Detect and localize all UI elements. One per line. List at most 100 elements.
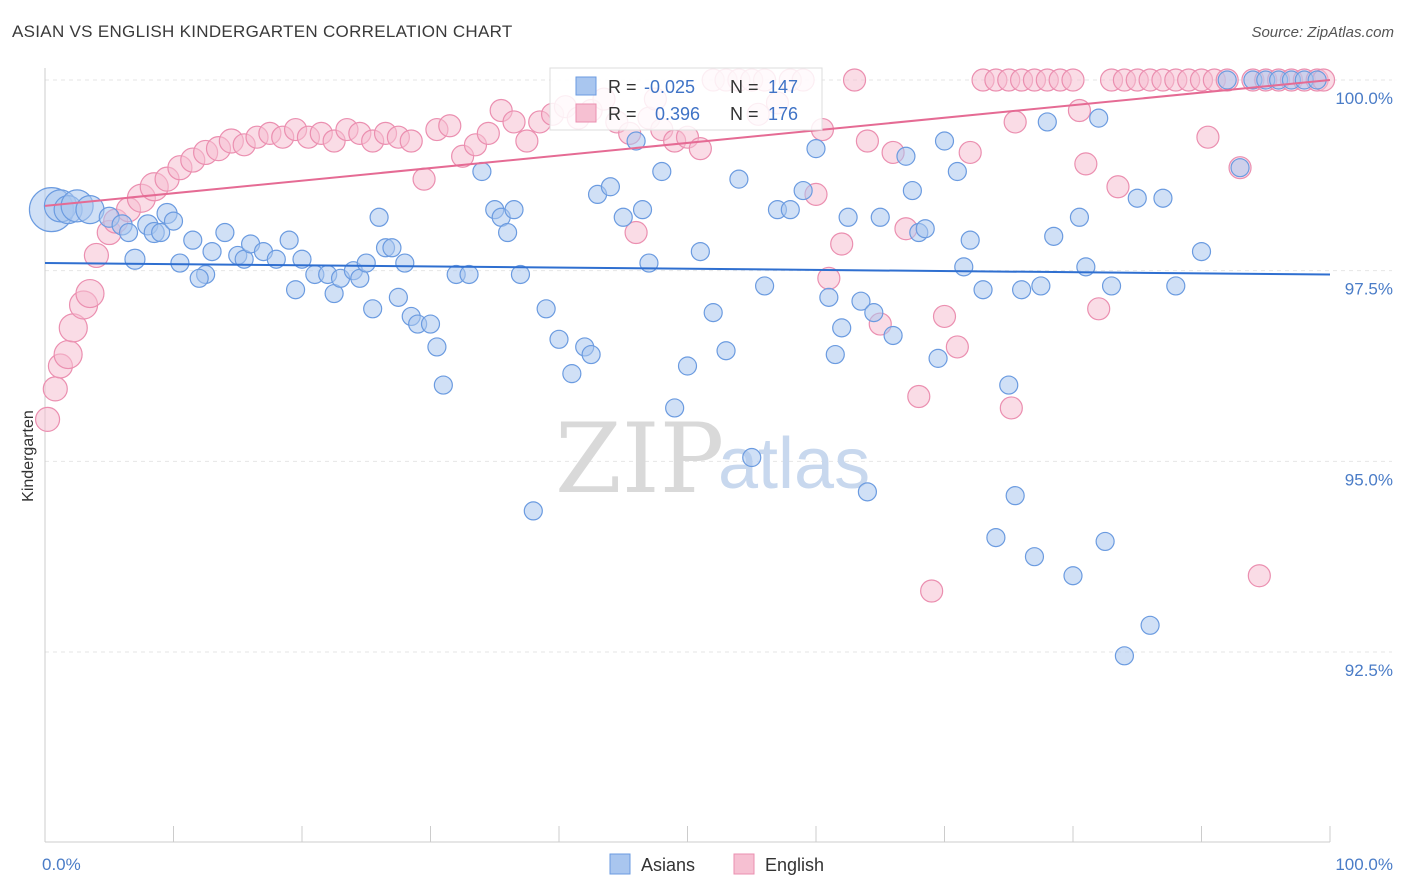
asians-point [1191, 242, 1212, 262]
asians-point [266, 249, 286, 269]
english-point [842, 68, 867, 92]
legend-english-label[interactable]: English [765, 855, 824, 875]
asians-point [838, 207, 858, 227]
asians-point [1217, 70, 1237, 90]
asians-point [523, 501, 543, 521]
asians-point [170, 253, 190, 273]
asians-point [581, 344, 601, 365]
asians-point [1024, 547, 1045, 567]
english-point [476, 121, 500, 145]
asians-point [1005, 486, 1025, 506]
asians-point [562, 364, 582, 384]
english-point [999, 396, 1023, 420]
asians-point [703, 303, 723, 323]
asians-point [883, 325, 903, 346]
asians-point [1127, 188, 1147, 208]
asians-point [902, 180, 922, 201]
asians-point [510, 264, 531, 285]
asians-point [504, 200, 524, 220]
asians-point [1031, 276, 1051, 296]
asians-point [202, 242, 222, 262]
english-point [438, 114, 462, 138]
stats-asians-swatch [575, 76, 597, 96]
asians-point [395, 253, 415, 273]
english-point [1003, 110, 1027, 134]
series-english-points [34, 68, 1336, 603]
asians-point [279, 230, 299, 250]
watermark: ZIP atlas [555, 403, 870, 515]
asians-point [947, 161, 967, 182]
stats-english-n-value: 176 [768, 104, 798, 124]
stats-box: R = -0.025 N = 147 R = 0.396 N = 176 [549, 67, 823, 131]
asians-point [388, 287, 408, 307]
asians-point [729, 169, 749, 189]
asians-point [632, 200, 653, 220]
asians-point [960, 230, 980, 250]
asians-point [1089, 108, 1109, 128]
asians-point [124, 248, 146, 270]
english-point [515, 129, 539, 153]
y-tick-label: 97.5% [1345, 280, 1393, 299]
x-tick-label: 0.0% [42, 855, 81, 874]
english-point [502, 110, 526, 134]
asians-point [677, 356, 698, 376]
asians-point [189, 268, 209, 288]
asians-point [1166, 276, 1186, 296]
y-axis-label: Kindergarten [20, 410, 37, 502]
english-point [920, 579, 944, 603]
asians-point [954, 257, 974, 277]
english-point [932, 304, 957, 329]
legend: Asians English [609, 853, 824, 875]
stats-asians-r-value: -0.025 [644, 77, 695, 97]
english-point [907, 384, 931, 409]
asians-point [934, 131, 955, 151]
english-point [1106, 175, 1130, 199]
asians-point [754, 276, 775, 296]
english-point [945, 335, 969, 359]
asians-point [742, 447, 762, 468]
english-point [83, 242, 110, 269]
asians-point [973, 280, 993, 300]
asians-point [549, 329, 569, 349]
stats-asians-n-label: N = [730, 77, 759, 97]
english-point [1247, 564, 1271, 588]
stats-asians-n-value: 147 [768, 77, 798, 97]
english-point [958, 140, 982, 165]
asians-point [1230, 158, 1250, 178]
stats-english-swatch [575, 103, 597, 123]
asians-point [690, 242, 710, 262]
asians-point [716, 341, 736, 361]
stats-english-r-label: R = [608, 104, 637, 124]
asians-point [369, 207, 389, 227]
english-point [75, 278, 105, 309]
asians-point [793, 180, 813, 201]
legend-asians-swatch[interactable] [609, 853, 631, 875]
asians-point [851, 291, 871, 311]
asians-point [819, 287, 839, 307]
legend-asians-label[interactable]: Asians [641, 855, 695, 875]
asians-point [999, 375, 1019, 395]
asians-point [1011, 280, 1032, 300]
asians-point [1153, 188, 1173, 208]
grid-lines [45, 79, 1392, 653]
asians-point [870, 207, 890, 227]
english-point [42, 376, 68, 402]
asians-point [459, 264, 479, 285]
asians-point [151, 222, 171, 243]
y-tick-label: 100.0% [1335, 89, 1393, 108]
english-point [1196, 125, 1220, 149]
asians-point [665, 398, 685, 418]
asians-point [427, 337, 447, 357]
asians-point [1044, 226, 1064, 246]
asians-point [356, 253, 376, 273]
asians-trend-line [44, 262, 1331, 276]
asians-point [433, 375, 453, 395]
asians-point [915, 219, 935, 239]
legend-english-swatch[interactable] [733, 853, 755, 875]
asians-point [183, 230, 203, 250]
chart-title: ASIAN VS ENGLISH KINDERGARTEN CORRELATIO… [12, 22, 513, 41]
asians-point [986, 527, 1006, 548]
axes [44, 68, 1331, 843]
stats-asians-r-label: R = [608, 77, 637, 97]
asians-point [780, 200, 800, 220]
